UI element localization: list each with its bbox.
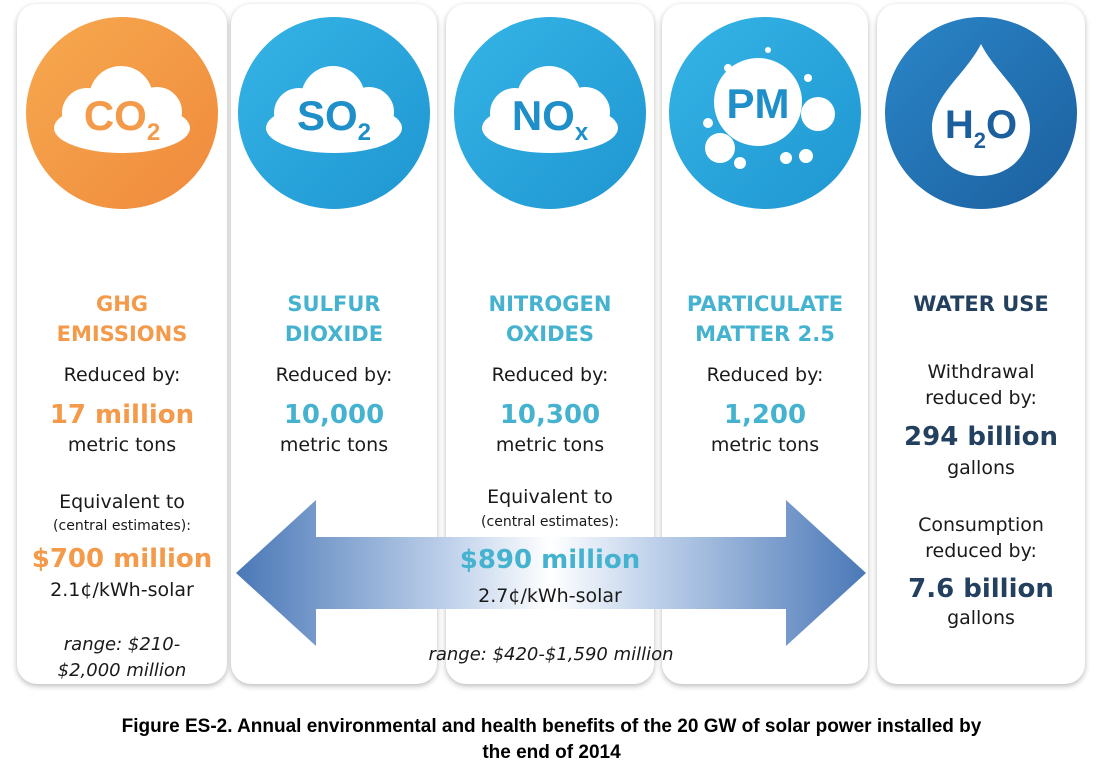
co2-cloud-icon: CO2 <box>26 17 218 209</box>
so2-icon-text: SO <box>297 92 358 139</box>
so2-title: SULFUR DIOXIDE <box>284 292 384 346</box>
svg-text:H2O: H2O <box>945 103 1017 153</box>
so2-unit: metric tons <box>279 434 389 456</box>
pm-icon-text: PM <box>727 80 790 127</box>
water-withdrawal-line1: Withdrawal <box>927 361 1035 383</box>
h2o-icon-tail: O <box>986 103 1017 147</box>
nox-title: NITROGEN OXIDES <box>488 292 612 346</box>
nox-icon-sub: x <box>575 119 589 146</box>
so2-amount: 10,000 <box>283 400 385 430</box>
nox-amount: 10,300 <box>499 400 601 430</box>
so2-icon-sub: 2 <box>358 119 371 146</box>
water-title: WATER USE <box>913 292 1049 316</box>
ghg-equiv-label: Equivalent to <box>59 491 185 513</box>
svg-text:CO2: CO2 <box>84 92 160 146</box>
nox-cloud-icon: NOx <box>454 17 646 209</box>
svg-text:NOx: NOx <box>512 92 589 146</box>
figure-caption-line2: the end of 2014 <box>482 742 621 763</box>
svg-text:SO2: SO2 <box>297 92 371 146</box>
ghg-unit: metric tons <box>67 434 177 456</box>
pm-reduced-label: Reduced by: <box>706 364 824 386</box>
ghg-value: $700 million <box>31 544 213 574</box>
water-consumption-unit: gallons <box>947 607 1015 629</box>
ghg-reduced-label: Reduced by: <box>63 364 181 386</box>
water-withdrawal-line2: reduced by: <box>925 387 1037 409</box>
pm-unit: metric tons <box>710 434 820 456</box>
nox-unit: metric tons <box>495 434 605 456</box>
pm-title: PARTICULATE MATTER 2.5 <box>686 292 844 346</box>
ghg-equiv-note: (central estimates): <box>53 518 191 534</box>
h2o-icon-text: H <box>945 103 974 147</box>
h2o-icon-sub: 2 <box>974 128 986 153</box>
pm-amount: 1,200 <box>723 400 807 430</box>
water-drop-icon: H2O <box>885 17 1077 209</box>
combined-value: $890 million <box>459 545 641 575</box>
co2-icon-sub: 2 <box>147 119 160 146</box>
ghg-range-line2: $2,000 million <box>57 660 187 681</box>
ghg-rate: 2.1¢/kWh-solar <box>50 579 194 601</box>
ghg-amount: 17 million <box>49 400 195 430</box>
water-withdrawal-unit: gallons <box>947 457 1015 479</box>
combined-rate: 2.7¢/kWh-solar <box>478 585 622 607</box>
pm-particles-icon: PM <box>669 17 861 209</box>
ghg-range-line1: range: $210- <box>63 634 181 655</box>
water-consumption-line2: reduced by: <box>925 540 1037 562</box>
nox-icon-text: NO <box>512 92 575 139</box>
combined-range: range: $420-$1,590 million <box>428 644 674 665</box>
so2-cloud-icon: SO2 <box>238 17 430 209</box>
water-card: H2O WATER USE Withdrawal reduced by: 294… <box>877 4 1085 684</box>
combined-equiv-label: Equivalent to <box>487 486 613 508</box>
water-withdrawal-amount: 294 billion <box>904 422 1058 452</box>
ghg-title: GHG EMISSIONS <box>56 292 188 346</box>
water-consumption-line1: Consumption <box>918 514 1044 536</box>
combined-equiv-note: (central estimates): <box>481 514 619 530</box>
double-arrow-icon <box>236 500 866 646</box>
figure-caption-line1: Figure ES-2. Annual environmental and he… <box>121 716 982 737</box>
water-consumption-amount: 7.6 billion <box>908 574 1054 604</box>
nox-reduced-label: Reduced by: <box>491 364 609 386</box>
so2-reduced-label: Reduced by: <box>275 364 393 386</box>
ghg-card: CO2 GHG EMISSIONS Reduced by: 17 million … <box>17 4 227 684</box>
co2-icon-text: CO <box>84 92 147 139</box>
